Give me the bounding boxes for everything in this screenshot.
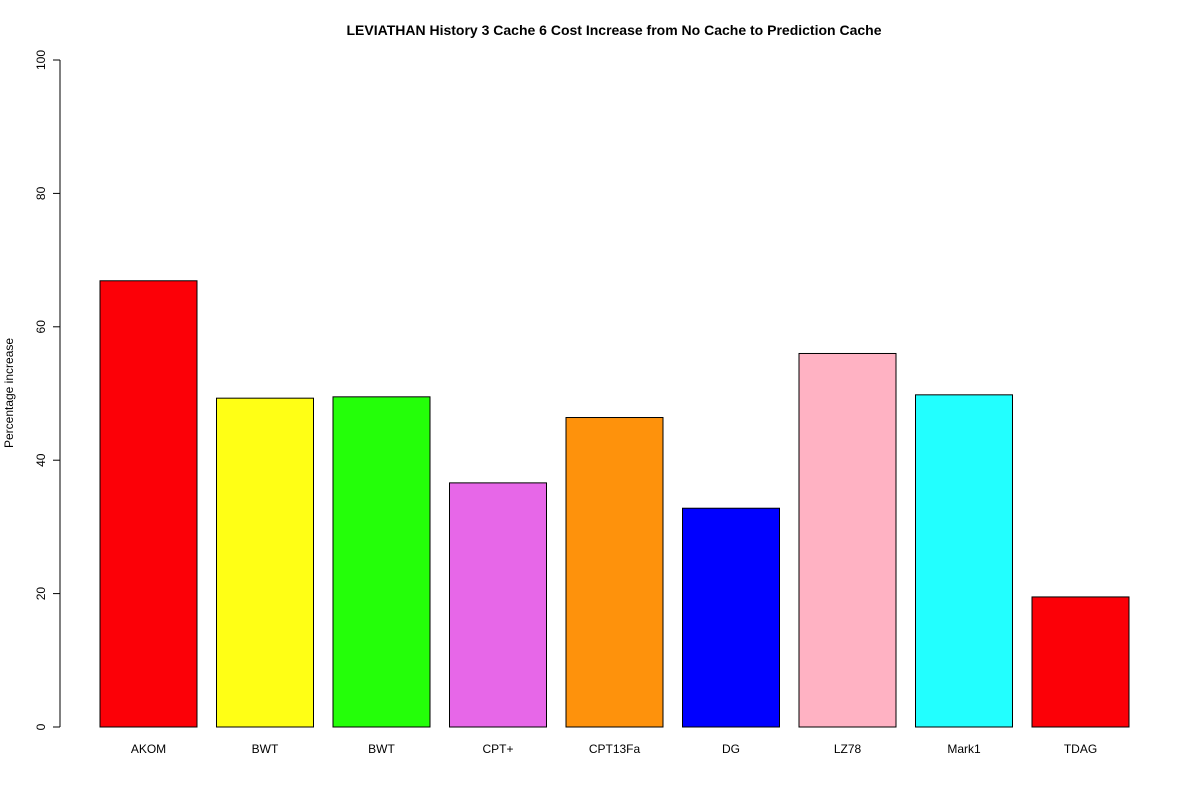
- y-tick-label: 60: [34, 320, 48, 334]
- bars: [99, 280, 1130, 728]
- y-axis: 0 20 40 60 80 100: [34, 50, 61, 730]
- bar-8: [1031, 596, 1130, 728]
- chart-title: LEVIATHAN History 3 Cache 6 Cost Increas…: [347, 22, 882, 38]
- x-tick-label: AKOM: [131, 742, 166, 756]
- y-axis-label: Percentage increase: [2, 338, 16, 448]
- bar-2: [332, 396, 431, 728]
- y-tick-label: 0: [34, 723, 48, 730]
- y-tick-label: 20: [34, 587, 48, 601]
- bar-4: [565, 417, 664, 728]
- x-tick-label: TDAG: [1064, 742, 1097, 756]
- x-tick-label: DG: [722, 742, 740, 756]
- x-tick-label: CPT13Fa: [589, 742, 641, 756]
- bar-3: [449, 482, 547, 728]
- bar-5: [682, 507, 780, 728]
- x-tick-label: Mark1: [947, 742, 981, 756]
- y-tick-label: 40: [34, 453, 48, 467]
- bar-1: [216, 397, 314, 728]
- x-tick-label: LZ78: [834, 742, 862, 756]
- bar-6: [798, 352, 897, 728]
- y-tick-label: 100: [34, 50, 48, 70]
- bar-7: [915, 394, 1013, 728]
- x-tick-label: BWT: [368, 742, 395, 756]
- y-tick-label: 80: [34, 186, 48, 200]
- bar-0: [99, 280, 198, 728]
- x-tick-label: BWT: [252, 742, 279, 756]
- x-tick-label: CPT+: [482, 742, 513, 756]
- x-tick-labels: AKOM BWT BWT CPT+ CPT13Fa DG LZ78 Mark1 TDAG: [131, 742, 1097, 756]
